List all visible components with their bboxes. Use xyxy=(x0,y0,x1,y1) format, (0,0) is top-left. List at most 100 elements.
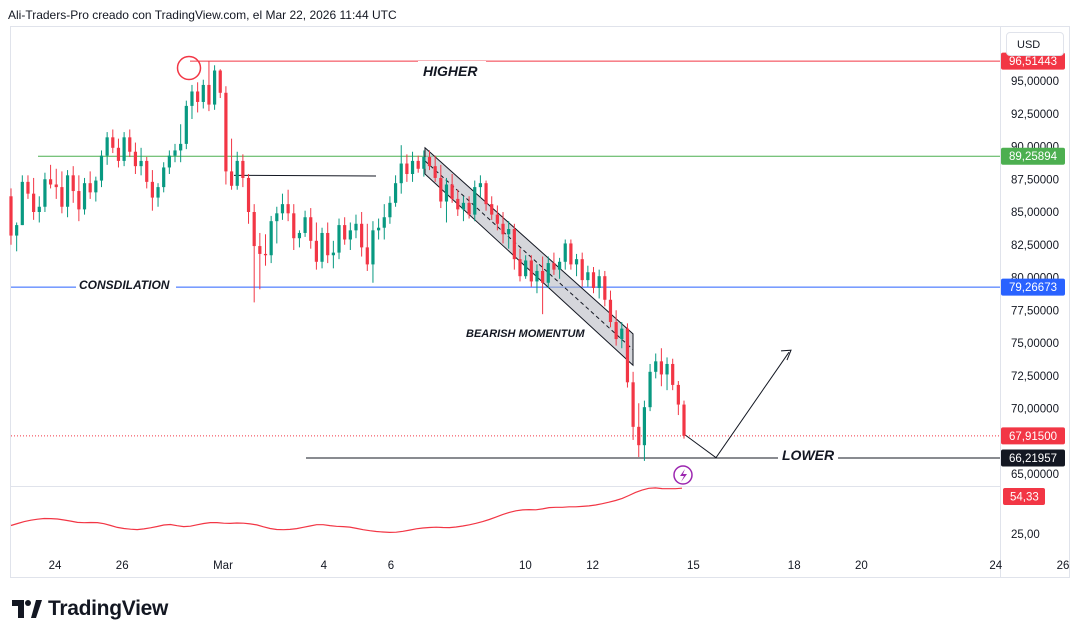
tradingview-logo[interactable]: TradingView xyxy=(12,597,168,621)
candle-body xyxy=(484,183,488,205)
candle-body xyxy=(393,183,398,203)
candle-body xyxy=(535,270,539,282)
price-level-tag xyxy=(1001,52,1065,70)
time-tick-label: 24 xyxy=(989,560,1002,572)
candle-body xyxy=(439,177,443,202)
price-tick-label: 72,50000 xyxy=(1011,371,1059,383)
candle-body xyxy=(586,272,590,281)
consolidation-label-bg xyxy=(76,276,176,294)
bearish-channel-midline xyxy=(424,160,634,350)
price-level-text: 66,21957 xyxy=(1009,453,1057,465)
candle-body xyxy=(665,363,669,375)
candle-body xyxy=(246,177,251,212)
candle-body xyxy=(529,260,533,282)
candle-body xyxy=(122,137,126,161)
time-tick-label: Mar xyxy=(213,560,233,572)
tradingview-logo-text: TradingView xyxy=(48,597,169,620)
candle-body xyxy=(444,184,449,202)
candle-body xyxy=(637,426,641,446)
candle-body xyxy=(116,147,121,161)
candle-body xyxy=(37,206,41,212)
candle-body xyxy=(360,223,364,248)
price-level-tag xyxy=(1001,427,1065,445)
candle-body xyxy=(218,70,222,93)
candle-body xyxy=(654,361,658,372)
candle-body xyxy=(190,91,194,106)
candle-body xyxy=(179,143,183,151)
candle-body xyxy=(580,259,584,281)
candle-body xyxy=(252,212,256,247)
candle-body xyxy=(478,183,483,188)
candle-body xyxy=(314,240,318,262)
price-tick-label: 82,50000 xyxy=(1011,240,1059,252)
candle-body xyxy=(642,407,647,446)
candle-body xyxy=(552,263,556,270)
candle-body xyxy=(173,150,177,156)
chart-frame[interactable] xyxy=(10,26,1070,578)
candle-body xyxy=(26,181,30,194)
projection-path xyxy=(682,351,790,459)
price-tick-label: 95,00000 xyxy=(1011,76,1059,88)
lower-label: LOWER xyxy=(782,447,835,463)
candle-body xyxy=(682,404,686,436)
candle-body xyxy=(111,137,115,148)
higher-label-bg xyxy=(418,61,486,81)
candle-body xyxy=(162,167,166,188)
price-chart[interactable]: 25,00 95,0000092,5000090,0000087,5000085… xyxy=(0,0,1080,600)
price-tick-label: 92,50000 xyxy=(1011,109,1059,121)
candle-body xyxy=(94,180,98,193)
candle-body xyxy=(9,196,13,236)
candle-body xyxy=(229,171,234,186)
candle-body xyxy=(224,92,228,172)
candle-body xyxy=(258,246,262,254)
candle-body xyxy=(139,160,143,167)
time-tick-label: 26 xyxy=(1057,560,1070,572)
range-top-line xyxy=(233,174,377,177)
candle-body xyxy=(467,202,471,215)
candle-body xyxy=(320,232,324,262)
candle-body xyxy=(105,137,109,156)
time-tick-label: 26 xyxy=(116,560,129,572)
price-tick-label: 65,00000 xyxy=(1011,469,1059,481)
candle-body xyxy=(212,70,217,105)
chart-attribution: Ali-Traders-Pro creado con TradingView.c… xyxy=(8,8,397,22)
tradingview-logo-icon xyxy=(12,600,42,618)
candle-body xyxy=(427,156,432,167)
candle-body xyxy=(326,232,330,256)
candle-body xyxy=(574,259,579,265)
candle-body xyxy=(473,187,477,215)
candle-body xyxy=(77,191,81,210)
candle-body xyxy=(331,252,335,256)
price-level-tag xyxy=(1001,147,1065,165)
time-tick-label: 15 xyxy=(687,560,700,572)
candle-body xyxy=(388,202,392,218)
candle-body xyxy=(450,184,454,199)
candle-body xyxy=(541,270,545,283)
candle-body xyxy=(416,160,420,169)
candle-body xyxy=(348,230,352,240)
time-tick-label: 12 xyxy=(586,560,599,572)
candle-body xyxy=(557,261,562,270)
candle-body xyxy=(280,204,285,214)
candle-body xyxy=(546,263,550,283)
lower-label-bg xyxy=(778,446,838,466)
candle-body xyxy=(524,260,528,277)
candle-body xyxy=(620,328,624,340)
candle-body xyxy=(99,155,104,181)
candle-body xyxy=(15,225,19,236)
candle-body xyxy=(608,299,613,323)
candle-body xyxy=(518,259,522,277)
time-tick-label: 6 xyxy=(388,560,394,572)
candle-body xyxy=(263,253,268,256)
candle-body xyxy=(201,84,205,102)
candle-body xyxy=(495,214,499,224)
price-tick-label: 70,00000 xyxy=(1011,404,1059,416)
currency-selector-button[interactable]: USD xyxy=(1006,32,1064,56)
price-tick-label: 85,00000 xyxy=(1011,207,1059,219)
projection-arrow-head xyxy=(780,349,792,361)
chart-grid xyxy=(11,27,1001,577)
candle-body xyxy=(128,137,132,152)
time-tick-label: 10 xyxy=(519,560,532,572)
candle-body xyxy=(422,156,426,169)
candle-body xyxy=(365,247,369,265)
